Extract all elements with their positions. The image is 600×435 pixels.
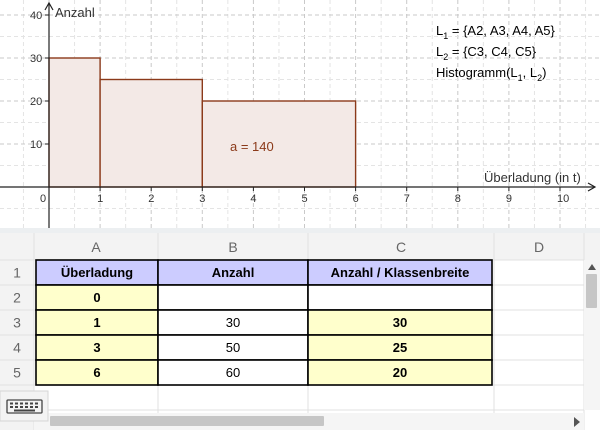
cell-c5[interactable] [307,359,493,386]
cell-text: Anzahl / Klassenbreite [331,265,470,280]
column-header-a[interactable]: A [91,239,101,255]
y-tick-label: 20 [30,96,42,108]
cell-text: 50 [226,340,240,355]
cell-a3[interactable] [35,309,159,336]
vertical-scrollbar[interactable] [584,260,600,410]
view-separator[interactable] [0,228,600,233]
x-tick-label: 2 [148,193,154,205]
horizontal-scrollbar[interactable] [34,413,584,430]
scroll-right-icon[interactable] [574,417,580,427]
column-header-c[interactable]: C [396,239,406,255]
info-line-histogram: Histogramm(L1, L2) [436,65,546,83]
cell-text: 30 [226,315,240,330]
cell-b3[interactable] [157,309,309,336]
y-tick-label: 30 [30,53,42,65]
histogram[interactable] [48,57,357,188]
info-text: L1 = {A2, A3, A4, A5} L2 = {C3, C4, C5} … [436,23,556,83]
x-tick-label: 9 [506,193,512,205]
x-tick-label: 6 [353,193,359,205]
histogram-bar[interactable] [99,78,203,188]
row-header-4[interactable]: 4 [13,340,21,356]
y-tick-label: 40 [30,10,42,22]
cell-text: Anzahl [212,265,255,280]
column-header-d[interactable]: D [534,239,544,255]
x-tick-label: 0 [40,193,46,205]
cell-b2[interactable] [157,284,309,311]
area-label[interactable]: a = 140 [230,139,274,154]
info-line-l1: L1 = {A2, A3, A4, A5} [436,23,556,41]
cell-c1[interactable] [307,259,493,286]
cell-text: 60 [226,365,240,380]
column-header-b[interactable]: B [228,239,237,255]
cell-text: Überladung [61,265,133,280]
spreadsheet-view[interactable]: A B C D 1 2 3 4 5 Überladung Anzahl Anzahl / Klas… [0,233,600,430]
column-header-bar [0,233,600,260]
row-header-5[interactable]: 5 [13,365,21,381]
cell-text: 25 [393,340,407,355]
x-tick-label: 10 [557,193,569,205]
cell-text: 3 [93,340,100,355]
x-tick-label: 7 [404,193,410,205]
histogram-bar[interactable] [201,100,357,188]
tick-labels: 0 1 2 3 4 5 6 7 8 9 10 10 20 30 40 [30,10,569,205]
keyboard-icon [6,399,43,414]
y-tick-label: 10 [30,139,42,151]
x-tick-label: 3 [199,193,205,205]
x-tick-label: 4 [250,193,256,205]
cell-text: 0 [93,290,100,305]
histogram-bar[interactable] [48,57,101,188]
spreadsheet-canvas[interactable]: A B C D 1 2 3 4 5 Überladung Anzahl Anzahl / Klas… [0,233,600,430]
y-axis-label: Anzahl [55,5,95,20]
cell-a1[interactable] [35,259,159,286]
x-tick-label: 5 [302,193,308,205]
cell-text: 20 [393,365,407,380]
y-axis-arrow-icon [44,1,54,11]
horizontal-scroll-thumb[interactable] [50,416,324,426]
cells: Überladung Anzahl Anzahl / Klassenbreite 0 1… [35,259,493,386]
graphics-view[interactable]: 0 1 2 3 4 5 6 7 8 9 10 10 20 30 40 Anzahl Überladung (… [0,0,600,228]
cell-c2[interactable] [307,284,493,311]
x-tick-label: 1 [97,193,103,205]
row-header-3[interactable]: 3 [13,315,21,331]
x-axis-arrow-icon [587,182,597,192]
cell-b5[interactable] [157,359,309,386]
graphics-canvas[interactable]: 0 1 2 3 4 5 6 7 8 9 10 10 20 30 40 Anzahl Überladung (… [0,0,600,228]
cell-text: 30 [393,315,407,330]
axes [0,1,597,228]
cell-text: 1 [93,315,100,330]
x-tick-label: 8 [455,193,461,205]
vertical-scroll-thumb[interactable] [586,274,597,308]
row-header-2[interactable]: 2 [13,290,21,306]
cell-c4[interactable] [307,334,493,361]
keyboard-button[interactable] [0,390,49,422]
cell-b4[interactable] [157,334,309,361]
cell-a5[interactable] [35,359,159,386]
scroll-up-icon[interactable] [588,264,596,270]
column-headers: A B C D [91,239,544,255]
x-axis-label: Überladung (in t) [484,170,581,185]
row-headers: 1 2 3 4 5 [13,265,21,381]
cell-text: 6 [93,365,100,380]
info-line-l2: L2 = {C3, C4, C5} [436,44,537,62]
cell-b1[interactable] [157,259,309,286]
row-header-1[interactable]: 1 [13,265,21,281]
